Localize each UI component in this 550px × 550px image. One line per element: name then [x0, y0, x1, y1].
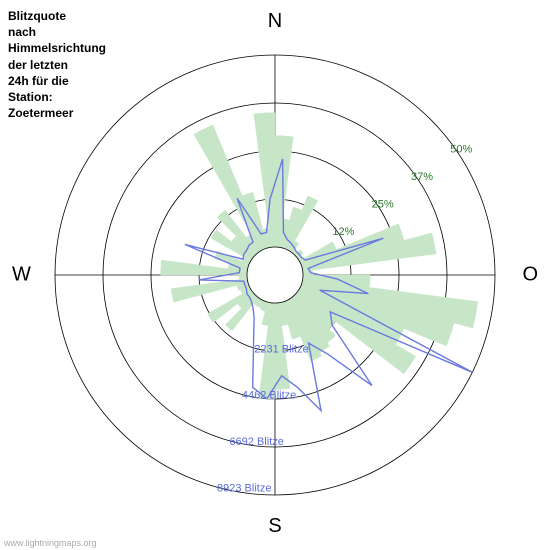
svg-text:2231 Blitze: 2231 Blitze	[254, 343, 308, 355]
svg-text:37%: 37%	[411, 171, 433, 183]
compass-north: N	[268, 10, 282, 33]
svg-text:4462 Blitze: 4462 Blitze	[242, 390, 296, 402]
compass-west: W	[12, 264, 31, 287]
svg-text:8923 Blitze: 8923 Blitze	[217, 482, 271, 494]
compass-east: O	[522, 264, 538, 287]
chart-title: Blitzquote nach Himmelsrichtung der letz…	[8, 8, 106, 121]
svg-text:50%: 50%	[450, 143, 472, 155]
attribution: www.lightningmaps.org	[4, 538, 97, 548]
svg-text:25%: 25%	[372, 198, 394, 210]
compass-south: S	[268, 515, 281, 538]
svg-text:12%: 12%	[332, 226, 354, 238]
svg-text:6692 Blitze: 6692 Blitze	[229, 436, 283, 448]
